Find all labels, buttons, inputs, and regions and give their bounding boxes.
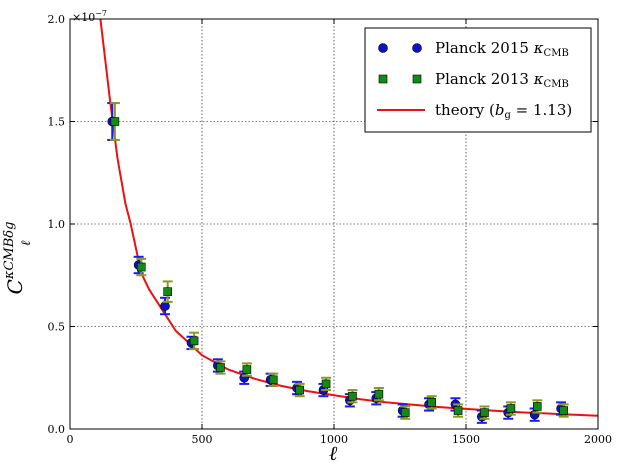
planck-2013-point — [427, 398, 436, 407]
planck-2013-point — [189, 336, 199, 346]
planck-2013-point — [321, 379, 331, 389]
x-tick-label: 1000 — [320, 433, 348, 446]
axis-ticks: 0 500 1000 1500 2000 0.0 0.5 1.0 1.5 2.0 — [48, 13, 613, 446]
planck-2013-point — [268, 375, 278, 385]
grid-lines — [70, 19, 598, 429]
legend-planck-2015-marker — [412, 43, 422, 53]
y-tick-label: 0.5 — [48, 321, 66, 334]
planck-2013-point — [348, 391, 357, 401]
planck-2013-point — [374, 389, 384, 399]
legend-box — [364, 27, 592, 133]
legend: Planck 2015 κCMB Planck 2013 κCMB theory (… — [364, 27, 592, 133]
planck-2013-point — [400, 408, 410, 417]
data-points-layer — [107, 102, 569, 424]
x-tick-label: 2000 — [584, 433, 612, 446]
legend-planck-2015-marker — [378, 43, 388, 53]
planck-2013-point — [559, 406, 568, 415]
planck-2013-point — [110, 117, 120, 126]
x-tick-label: 1500 — [452, 433, 480, 446]
legend-label-theory: theory (bg = 1.13) — [435, 101, 572, 121]
y-scale-exponent: ×10−7 — [72, 9, 107, 24]
x-tick-label: 0 — [67, 433, 74, 446]
legend-label-planck-2013: Planck 2013 κCMB — [435, 70, 569, 90]
planck-2013-point — [216, 363, 225, 372]
y-tick-label: 0.0 — [48, 423, 66, 436]
y-axis-label-subscript: ℓ — [19, 240, 34, 246]
y-tick-label: 1.0 — [48, 218, 66, 231]
planck-2013-point — [163, 287, 172, 296]
planck-2013-point — [295, 385, 304, 395]
planck-2013-point — [453, 406, 463, 415]
x-axis-label: ℓ — [329, 441, 338, 463]
y-axis-label: CκCMBδg — [2, 222, 27, 295]
y-tick-label: 1.5 — [48, 116, 66, 129]
planck-2013-point — [532, 402, 542, 411]
legend-label-planck-2015: Planck 2015 κCMB — [435, 39, 569, 59]
planck-2013-point — [136, 262, 146, 272]
y-tick-label: 2.0 — [48, 13, 66, 26]
planck-2013-point — [506, 404, 516, 413]
planck-2013-point — [242, 365, 252, 374]
legend-planck-2013-marker — [378, 74, 388, 84]
x-tick-label: 500 — [192, 433, 213, 446]
planck-2013-point — [480, 408, 489, 417]
legend-planck-2013-marker — [412, 74, 422, 84]
